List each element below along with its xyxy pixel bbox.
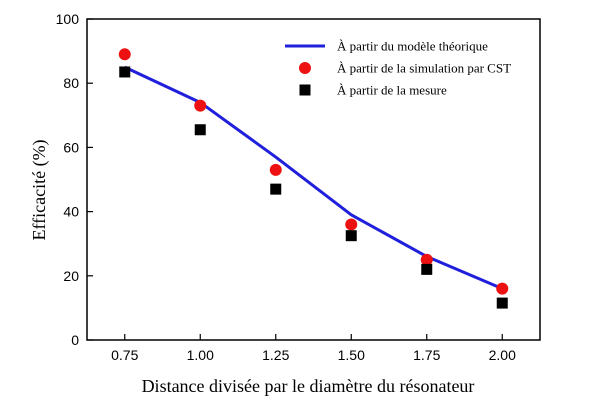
- x-tick-label: 1.00: [187, 347, 214, 363]
- x-tick-label: 1.50: [338, 347, 365, 363]
- legend-label: À partir de la simulation par CST: [337, 61, 511, 76]
- data-point-measure: [345, 230, 357, 242]
- data-point-simulation: [194, 99, 207, 112]
- legend-swatch-circle: [299, 62, 311, 74]
- data-point-measure: [119, 66, 131, 78]
- y-tick-label: 100: [56, 11, 80, 27]
- legend: À partir du modèle théorique À partir de …: [285, 39, 511, 98]
- plot-layer: [118, 48, 509, 309]
- legend-label: À partir du modèle théorique: [337, 39, 488, 54]
- data-point-simulation: [269, 163, 282, 176]
- axes-layer: 0.75 1.00 1.25 1.50 1.75 2.00 0 20 40 60 80 100: [56, 11, 541, 363]
- data-point-simulation: [496, 282, 509, 295]
- data-point-measure: [270, 183, 282, 195]
- x-tick-label: 1.25: [262, 347, 289, 363]
- y-tick-label: 60: [63, 139, 79, 155]
- data-point-measure: [496, 297, 508, 309]
- y-axis-title: Efficacité (%): [29, 139, 50, 240]
- x-tick-label: 0.75: [111, 347, 138, 363]
- plot-frame: [86, 18, 541, 341]
- x-axis-title: Distance divisée par le diamètre du réso…: [142, 376, 475, 396]
- data-point-simulation: [345, 218, 358, 231]
- series-line-theory: [124, 65, 503, 291]
- y-tick-label: 40: [63, 204, 79, 220]
- y-tick-label: 0: [71, 332, 79, 348]
- y-tick-label: 20: [63, 268, 79, 284]
- legend-label: À partir de la mesure: [337, 83, 447, 98]
- x-tick-label: 1.75: [413, 347, 440, 363]
- data-point-measure: [421, 263, 433, 275]
- data-point-measure: [194, 124, 206, 136]
- x-tick-label: 2.00: [489, 347, 516, 363]
- data-point-simulation: [420, 253, 433, 266]
- legend-swatch-square: [299, 84, 311, 96]
- y-tick-label: 80: [63, 75, 79, 91]
- data-point-simulation: [118, 48, 131, 61]
